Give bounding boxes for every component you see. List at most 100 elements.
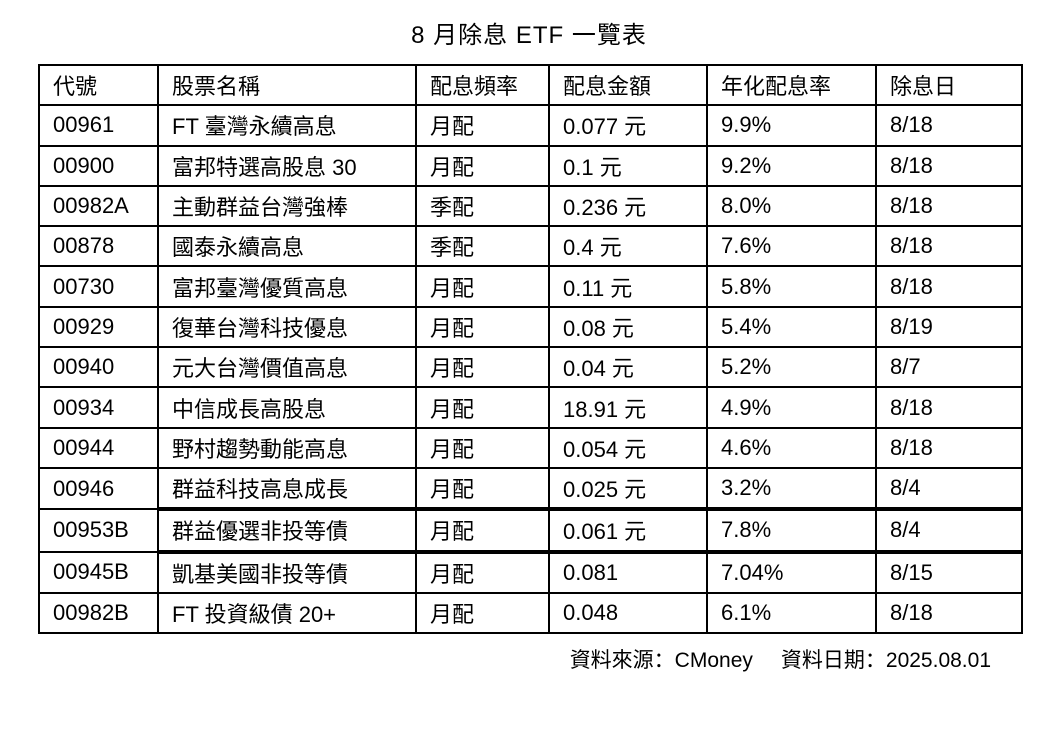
cell-freq: 月配 [415, 550, 550, 594]
cell-yield: 5.2% [706, 346, 877, 389]
cell-name: 主動群益台灣強棒 [157, 184, 417, 228]
cell-code: 00730 [38, 265, 159, 308]
cell-date: 8/18 [875, 104, 1023, 147]
cell-date: 8/18 [875, 184, 1023, 228]
cell-freq: 月配 [415, 265, 550, 308]
cell-date: 8/18 [875, 144, 1023, 187]
table-row: 00730 富邦臺灣優質高息 月配 0.11 元 5.8% 8/18 [38, 265, 1023, 308]
table-row: 00900 富邦特選高股息 30 月配 0.1 元 9.2% 8/18 [38, 144, 1023, 187]
table-row: 00929 復華台灣科技優息 月配 0.08 元 5.4% 8/19 [38, 305, 1023, 349]
cell-code: 00900 [38, 144, 159, 187]
cell-name: FT 投資級債 20+ [157, 591, 417, 635]
cell-name: 凱基美國非投等債 [157, 550, 417, 594]
cell-amount: 0.08 元 [548, 305, 708, 349]
cell-amount: 0.054 元 [548, 426, 708, 469]
table-row: 00982B FT 投資級債 20+ 月配 0.048 6.1% 8/18 [38, 591, 1023, 635]
cell-freq: 月配 [415, 591, 550, 635]
table-row: 00940 元大台灣價值高息 月配 0.04 元 5.2% 8/7 [38, 346, 1023, 389]
cell-amount: 0.04 元 [548, 346, 708, 389]
cell-code: 00878 [38, 225, 159, 268]
cell-freq: 月配 [415, 346, 550, 389]
cell-code: 00945B [38, 550, 159, 594]
cell-freq: 月配 [415, 144, 550, 187]
table-row: 00961 FT 臺灣永續高息 月配 0.077 元 9.9% 8/18 [38, 104, 1023, 147]
table-header-row: 代號 股票名稱 配息頻率 配息金額 年化配息率 除息日 [38, 63, 1023, 107]
cell-yield: 5.8% [706, 265, 877, 308]
cell-yield: 7.8% [706, 507, 877, 554]
cell-code: 00934 [38, 386, 159, 429]
cell-date: 8/18 [875, 591, 1023, 635]
data-source-label: 資料來源：CMoney [569, 649, 753, 673]
cell-name: 富邦特選高股息 30 [157, 144, 417, 187]
cell-code: 00953B [38, 508, 159, 553]
cell-freq: 季配 [415, 184, 550, 228]
cell-name: 國泰永續高息 [157, 225, 417, 268]
table-row: 00878 國泰永續高息 季配 0.4 元 7.6% 8/18 [38, 225, 1023, 268]
table-body: 00961 FT 臺灣永續高息 月配 0.077 元 9.9% 8/18 00900 富邦特選… [38, 104, 1023, 635]
cell-amount: 0.077 元 [548, 104, 708, 147]
cell-name: 復華台灣科技優息 [157, 305, 417, 349]
cell-date: 8/19 [875, 305, 1023, 349]
cell-yield: 8.0% [706, 184, 877, 228]
cell-yield: 7.04% [706, 550, 877, 594]
cell-yield: 5.4% [706, 305, 877, 349]
cell-code: 00982B [38, 591, 159, 635]
cell-name: 野村趨勢動能高息 [157, 426, 417, 469]
column-header: 配息頻率 [415, 63, 550, 107]
cell-name: 富邦臺灣優質高息 [157, 265, 417, 308]
table-row: 00944 野村趨勢動能高息 月配 0.054 元 4.6% 8/18 [38, 426, 1023, 469]
cell-freq: 季配 [415, 225, 550, 268]
cell-amount: 0.061 元 [548, 507, 708, 554]
cell-code: 00961 [38, 104, 159, 147]
cell-freq: 月配 [415, 104, 550, 147]
cell-yield: 4.6% [706, 426, 877, 469]
cell-amount: 0.025 元 [548, 466, 708, 511]
cell-date: 8/18 [875, 386, 1023, 429]
cell-freq: 月配 [415, 305, 550, 349]
column-header: 配息金額 [548, 63, 708, 107]
table-row: 00982A 主動群益台灣強棒 季配 0.236 元 8.0% 8/18 [38, 184, 1023, 228]
cell-yield: 7.6% [706, 225, 877, 268]
footer-note: 資料來源：CMoney 資料日期：2025.08.01 [38, 644, 1021, 674]
cell-name: 群益優選非投等債 [157, 507, 417, 554]
cell-yield: 3.2% [706, 466, 877, 511]
cell-code: 00940 [38, 346, 159, 389]
cell-amount: 0.081 [548, 550, 708, 594]
cell-amount: 0.236 元 [548, 184, 708, 228]
page-title: 8 月除息 ETF 一覽表 [411, 22, 647, 49]
cell-name: 群益科技高息成長 [157, 466, 417, 511]
cell-yield: 9.2% [706, 144, 877, 187]
cell-date: 8/15 [875, 550, 1023, 594]
cell-freq: 月配 [415, 466, 550, 511]
cell-amount: 0.1 元 [548, 144, 708, 187]
cell-date: 8/18 [875, 426, 1023, 469]
cell-amount: 0.11 元 [548, 265, 708, 308]
cell-name: 中信成長高股息 [157, 386, 417, 429]
cell-date: 8/18 [875, 265, 1023, 308]
cell-freq: 月配 [415, 426, 550, 469]
cell-freq: 月配 [415, 507, 550, 554]
cell-yield: 4.9% [706, 386, 877, 429]
table-row: 00946 群益科技高息成長 月配 0.025 元 3.2% 8/4 [38, 466, 1023, 511]
cell-code: 00946 [38, 466, 159, 511]
cell-date: 8/18 [875, 225, 1023, 268]
etf-table: 代號 股票名稱 配息頻率 配息金額 年化配息率 除息日 00961 FT 臺灣永續高息 月配 0… [38, 63, 1023, 635]
cell-code: 00944 [38, 426, 159, 469]
cell-date: 8/4 [875, 507, 1023, 554]
table-row: 00934 中信成長高股息 月配 18.91 元 4.9% 8/18 [38, 386, 1023, 429]
cell-name: 元大台灣價值高息 [157, 346, 417, 389]
table-row: 00953B 群益優選非投等債 月配 0.061 元 7.8% 8/4 [38, 507, 1023, 554]
cell-date: 8/4 [875, 466, 1023, 511]
cell-date: 8/7 [875, 346, 1023, 389]
column-header: 除息日 [875, 63, 1023, 107]
column-header: 年化配息率 [706, 63, 877, 107]
cell-amount: 0.048 [548, 591, 708, 635]
cell-freq: 月配 [415, 386, 550, 429]
cell-yield: 6.1% [706, 591, 877, 635]
cell-name: FT 臺灣永續高息 [157, 104, 417, 147]
cell-amount: 0.4 元 [548, 225, 708, 268]
cell-amount: 18.91 元 [548, 386, 708, 429]
table-row: 00945B 凱基美國非投等債 月配 0.081 7.04% 8/15 [38, 550, 1023, 594]
cell-code: 00929 [38, 305, 159, 349]
